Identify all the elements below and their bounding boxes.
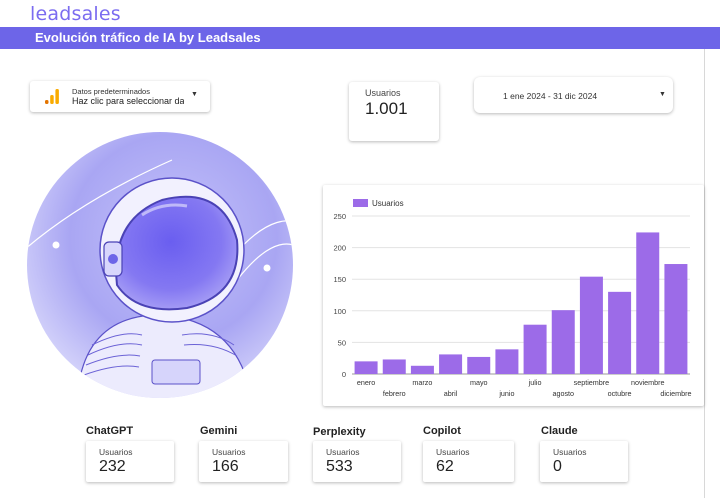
scorecard-label: Usuarios	[436, 447, 470, 457]
scorecard-label: Usuarios	[99, 447, 133, 457]
bar	[382, 359, 406, 374]
total-users-scorecard: Usuarios 1.001	[349, 82, 439, 141]
y-tick-label: 150	[333, 275, 346, 284]
model-name-claude: Claude	[541, 425, 578, 437]
scorecard-value: 232	[99, 458, 126, 475]
bar	[664, 264, 688, 374]
data-source-title: Datos predeterminados	[72, 87, 150, 96]
bar	[551, 310, 575, 374]
scorecard-value: 533	[326, 458, 353, 475]
model-name-gemini: Gemini	[200, 425, 238, 437]
bar	[354, 361, 378, 374]
astronaut-illustration	[27, 132, 293, 398]
chatgpt-scorecard: Usuarios 232	[86, 441, 174, 482]
gemini-scorecard: Usuarios 166	[199, 441, 288, 482]
scorecard-value: 166	[212, 458, 239, 475]
bar	[608, 291, 632, 374]
legend-swatch	[353, 199, 368, 207]
x-tick-label: mayo	[470, 378, 488, 387]
page-title: Evolución tráfico de IA by Leadsales	[35, 30, 261, 45]
bar	[523, 324, 547, 374]
title-banner: Evolución tráfico de IA by Leadsales	[0, 27, 720, 49]
legend-label: Usuarios	[372, 199, 404, 208]
report-frame-edge	[704, 49, 705, 498]
bar	[467, 356, 491, 374]
y-tick-label: 200	[333, 244, 346, 253]
y-tick-label: 0	[342, 370, 346, 379]
x-tick-label: octubre	[608, 389, 632, 398]
y-tick-label: 50	[338, 338, 346, 347]
data-source-selector[interactable]: Datos predeterminados Haz clic para sele…	[30, 81, 210, 112]
leadsales-logo: leadsales	[30, 3, 121, 25]
scorecard-label: Usuarios	[326, 447, 360, 457]
x-tick-label: julio	[528, 378, 542, 387]
scorecard-value: 0	[553, 458, 562, 475]
scorecard-label: Usuarios	[365, 88, 401, 98]
data-source-hint: Haz clic para seleccionar dat	[72, 96, 184, 106]
model-name-chatgpt: ChatGPT	[86, 425, 134, 437]
scorecard-label: Usuarios	[212, 447, 246, 457]
x-tick-label: agosto	[552, 389, 574, 398]
dropdown-arrow-icon: ▼	[191, 91, 198, 98]
perplexity-scorecard: Usuarios 533	[313, 441, 401, 482]
model-name-copilot: Copilot	[423, 425, 461, 437]
x-tick-label: diciembre	[660, 389, 691, 398]
copilot-scorecard: Usuarios 62	[423, 441, 514, 482]
bar	[495, 349, 519, 374]
bar	[410, 365, 434, 374]
x-tick-label: marzo	[412, 378, 432, 387]
scorecard-label: Usuarios	[553, 447, 587, 457]
bar-chart-canvas: Usuarios 0 50 100 150 200 250 enero febrero marzo…	[333, 199, 692, 398]
bar	[579, 276, 603, 374]
users-by-month-chart: Usuarios 0 50 100 150 200 250 enero febrero marzo…	[323, 185, 704, 406]
x-tick-label: junio	[498, 389, 514, 398]
x-tick-label: enero	[357, 378, 375, 387]
y-tick-label: 100	[333, 307, 346, 316]
analytics-bars-icon	[45, 89, 59, 104]
bar	[636, 232, 660, 374]
x-tick-label: septiembre	[574, 378, 610, 387]
claude-scorecard: Usuarios 0	[540, 441, 628, 482]
date-range-value: 1 ene 2024 - 31 dic 2024	[503, 91, 598, 101]
bar	[439, 354, 463, 374]
x-tick-label: febrero	[383, 389, 406, 398]
y-tick-label: 250	[333, 212, 346, 221]
scorecard-value: 1.001	[365, 99, 408, 118]
scorecard-value: 62	[436, 458, 454, 475]
date-range-picker[interactable]: 1 ene 2024 - 31 dic 2024 ▼	[474, 77, 673, 113]
model-name-perplexity: Perplexity	[313, 426, 366, 438]
dropdown-arrow-icon: ▼	[659, 91, 666, 98]
x-tick-label: noviembre	[631, 378, 665, 387]
x-tick-label: abril	[444, 389, 458, 398]
